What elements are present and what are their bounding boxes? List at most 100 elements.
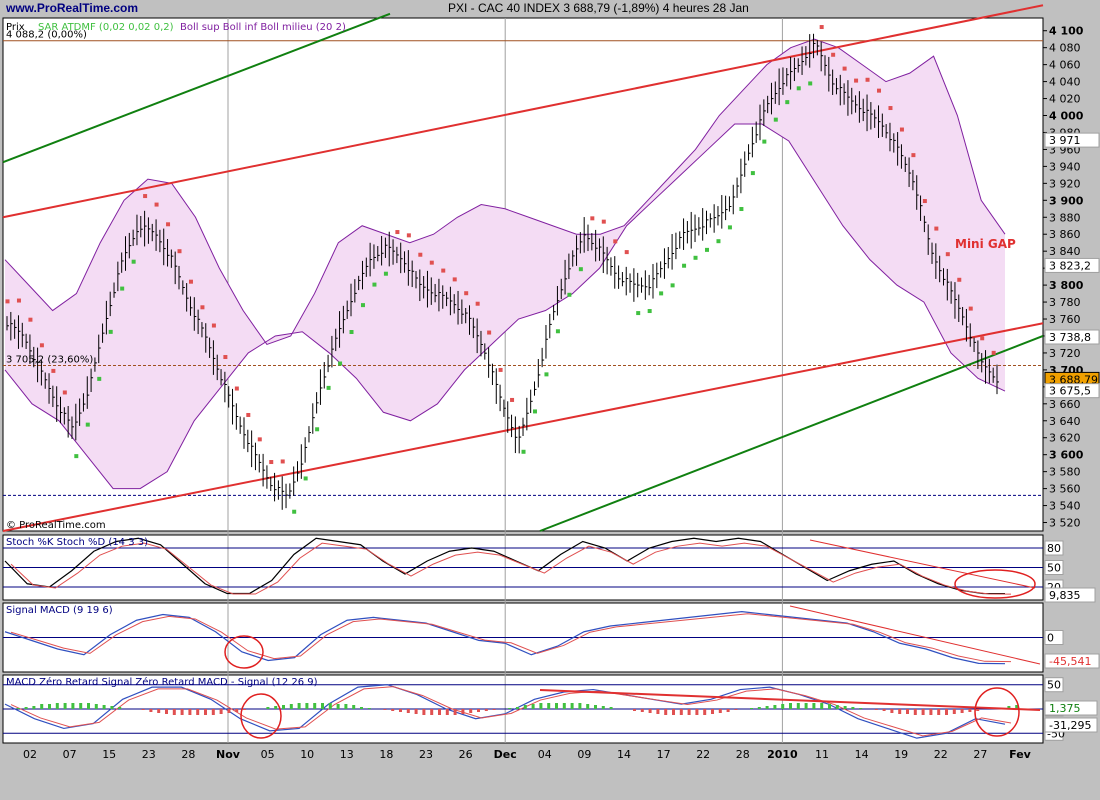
site-name[interactable]: www.ProRealTime.com <box>6 1 139 15</box>
sar-dot <box>452 277 457 282</box>
value-label-box <box>1044 383 1100 399</box>
sar-dot <box>62 390 67 395</box>
zlag-histogram-bar <box>321 703 324 709</box>
zlag-histogram-bar <box>406 709 410 713</box>
sar-dot <box>968 306 973 311</box>
sar-dot <box>315 427 320 432</box>
zlag-histogram-bar <box>968 709 972 712</box>
sar-dot <box>785 100 790 105</box>
macd-value-box <box>1044 653 1100 669</box>
sar-dot <box>120 286 125 291</box>
zlag-trendline <box>539 689 1041 711</box>
x-tick-label: Fev <box>1009 748 1032 761</box>
level-label: 4 088,2 (0,00%) <box>6 30 87 41</box>
zlag-histogram-bar <box>828 704 831 709</box>
sar-dot <box>980 336 985 341</box>
macd-tick-label: 0 <box>1047 632 1054 645</box>
zlag-histogram-bar <box>492 709 496 710</box>
chart-title: PXI - CAC 40 INDEX 3 688,79 (-1,89%) 4 h… <box>448 1 749 15</box>
zlag-histogram-bar <box>352 705 356 709</box>
zlag-histogram-bar <box>430 709 434 715</box>
sar-dot <box>349 330 354 335</box>
sar-dot <box>739 207 744 212</box>
level-label: 3 705,2 (23,60%) <box>6 354 93 365</box>
zlag-histogram-bar <box>367 708 371 709</box>
sar-dot <box>842 66 847 71</box>
zlag-histogram-bar <box>555 703 558 709</box>
zlag-histogram-bar <box>414 709 418 714</box>
zlag-tick-box <box>1044 677 1064 693</box>
trend-channel-line <box>2 12 391 164</box>
sar-dot <box>888 106 893 111</box>
sar-dot <box>28 317 33 322</box>
zlag-histogram-bar <box>55 703 59 709</box>
sar-dot <box>624 250 629 255</box>
y-tick-label: 3 660 <box>1049 398 1081 411</box>
zlag-histogram-bar <box>383 709 387 710</box>
y-tick-label: 3 940 <box>1049 160 1081 173</box>
sar-dot <box>51 368 56 373</box>
zlag-histogram-bar <box>734 709 738 710</box>
sar-dot <box>877 88 882 93</box>
zlag-histogram-bar <box>859 708 863 709</box>
zlag-histogram-bar <box>438 709 441 715</box>
macd-title: Signal MACD (9 19 6) <box>6 605 113 616</box>
sar-dot <box>200 305 205 310</box>
zlag-highlight-ellipse-right <box>974 687 1020 737</box>
zlag-histogram-bar <box>243 709 246 710</box>
zlag-histogram-bar <box>664 709 668 715</box>
value-label-box <box>1044 132 1100 148</box>
zlag-histogram-bar <box>851 707 855 709</box>
zlag-histogram-bar <box>141 709 145 710</box>
sar-dot <box>510 397 515 402</box>
zlag-histogram-bar <box>461 709 465 714</box>
zlag-histogram-bar <box>328 703 332 709</box>
stoch-trendline <box>809 539 1036 589</box>
zlag-histogram-bar <box>672 709 675 715</box>
y-tick-label: 3 540 <box>1049 500 1081 513</box>
x-tick-label: 26 <box>459 748 473 761</box>
stoch-value-box <box>1044 587 1096 603</box>
macd-value-label: -45,541 <box>1049 655 1091 668</box>
sar-dot <box>762 139 767 144</box>
zlag-histogram-bar <box>297 703 301 709</box>
axis-label: Prix <box>6 22 25 33</box>
zlag-histogram-bar <box>804 703 808 709</box>
bollinger-band-fill <box>5 39 1005 489</box>
zlag-histogram-bar <box>679 709 683 715</box>
stoch-tick-box <box>1044 560 1064 575</box>
zlag-histogram-bar <box>477 709 480 712</box>
zlag-histogram-bar <box>118 707 122 709</box>
sar-dot <box>773 117 778 122</box>
x-tick-label: 14 <box>855 748 869 761</box>
y-tick-label: 4 060 <box>1049 59 1081 72</box>
zlag-histogram-bar <box>913 709 917 715</box>
zlag-histogram-bar <box>929 709 933 715</box>
stoch-tick-label: 50 <box>1047 562 1061 575</box>
sar-dot <box>532 409 537 414</box>
sar-dot <box>819 25 824 30</box>
sar-dot <box>957 277 962 282</box>
zlag-histogram-bar <box>773 705 777 709</box>
y-tick-label: 4 080 <box>1049 42 1081 55</box>
sar-dot <box>326 385 331 390</box>
sar-dot <box>578 267 583 272</box>
sar-dot <box>74 454 79 459</box>
zlag-histogram-bar <box>562 703 566 709</box>
zlag-value-box <box>1044 700 1098 716</box>
zlag-histogram-bar <box>547 703 551 709</box>
zlag-histogram-bar <box>48 704 51 709</box>
x-tick-label: 22 <box>934 748 948 761</box>
zlag-histogram-bar <box>937 709 941 715</box>
sar-dot <box>269 460 274 465</box>
value-label-box <box>1044 257 1100 273</box>
sar-dot <box>429 260 434 265</box>
sar-dot <box>85 422 90 427</box>
zlag-histogram-bar <box>960 709 964 713</box>
sar-dot <box>911 153 916 158</box>
zlag-histogram-bar <box>921 709 925 715</box>
sar-dot <box>418 252 423 257</box>
sar-dot <box>223 355 228 360</box>
zlag-histogram-bar <box>305 703 309 709</box>
sar-dot <box>693 255 698 260</box>
